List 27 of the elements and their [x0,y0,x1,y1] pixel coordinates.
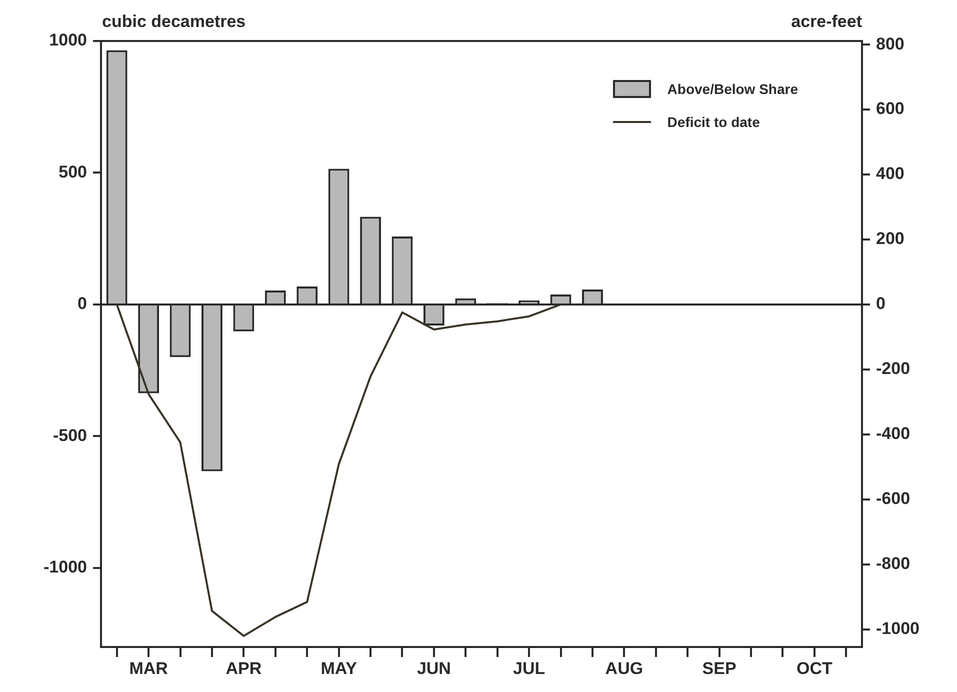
y-tick-label: 500 [58,162,87,182]
y-tick-label: -1000 [44,558,87,577]
y2-tick-label: 0 [876,294,886,314]
y2-tick-label: 200 [876,229,904,248]
y2-tick-label: -1000 [876,619,920,638]
x-tick-label: JUL [513,658,546,678]
y-axis-title: cubic decametres [102,12,246,32]
y2-tick-label: 400 [876,164,904,184]
y-tick-label: -500 [52,426,87,445]
y2-tick-label: -200 [876,359,910,378]
x-tick-label: SEP [702,658,736,678]
y2-axis-title: acre-feet [791,12,862,32]
x-tick-label: MAY [320,658,358,678]
y2-tick-label: -800 [876,554,910,574]
y2-tick-label: 800 [876,34,904,54]
y2-tick-label: 600 [876,99,904,118]
y-tick-label: 0 [78,294,87,314]
y2-tick-label: -400 [876,424,910,444]
x-tick-label: MAR [129,658,168,678]
x-tick-label: APR [226,658,262,678]
y-tick-label: 1000 [49,30,87,50]
legend-label: Above/Below Share [667,81,798,97]
y2-tick-label: -600 [876,489,910,508]
x-tick-label: AUG [605,658,644,678]
x-tick-label: OCT [796,658,833,678]
legend-label: Deficit to date [667,114,760,130]
x-tick-label: JUN [416,658,451,678]
